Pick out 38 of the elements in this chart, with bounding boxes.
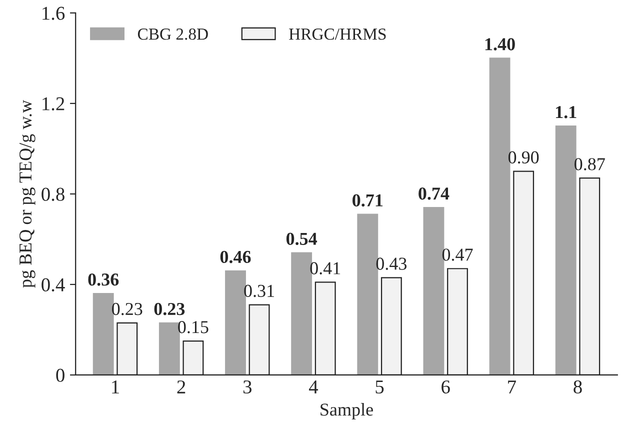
data-label: 0.36 <box>88 273 119 286</box>
data-label: 0.87 <box>574 158 605 170</box>
legend-label: HRGC/HRMS <box>289 28 386 40</box>
y-tick-label: 0.8 <box>42 188 64 201</box>
legend-label: CBG 2.8D <box>138 28 208 40</box>
data-label: 0.46 <box>220 250 251 264</box>
data-label: 0.31 <box>244 284 274 298</box>
data-label: 0.41 <box>310 262 340 274</box>
bar <box>225 270 246 375</box>
x-tick-label: 8 <box>574 380 582 394</box>
data-label: 0.15 <box>178 321 208 334</box>
bar <box>92 292 114 375</box>
data-label: 0.71 <box>352 194 383 207</box>
data-label: 0.54 <box>286 232 318 246</box>
bar <box>555 126 576 375</box>
x-tick-label: 4 <box>308 380 318 394</box>
x-tick-label: 6 <box>442 380 450 394</box>
y-tick-label: 0 <box>56 368 64 382</box>
y-tick-label: 0.4 <box>42 278 65 292</box>
data-label: 0.47 <box>442 248 473 261</box>
data-label: 0.23 <box>154 302 185 316</box>
bar <box>158 322 180 375</box>
bar <box>489 58 510 375</box>
y-tick-label: 1.2 <box>42 97 64 110</box>
data-label: 1.1 <box>556 106 576 118</box>
y-tick-label: 1.6 <box>42 6 65 20</box>
x-tick-label: 1 <box>112 380 119 394</box>
x-tick-label: 5 <box>376 380 384 394</box>
y-axis-title: pg BEQ or pg TEQ/g w.w <box>19 100 36 288</box>
data-label: 0.23 <box>112 302 142 316</box>
x-tick-label: 2 <box>177 380 186 394</box>
data-label: 0.90 <box>508 151 539 164</box>
data-label: 0.74 <box>418 188 450 200</box>
x-axis-title: Sample <box>320 403 373 420</box>
x-tick-label: 7 <box>508 380 516 394</box>
data-label: 0.43 <box>376 258 407 270</box>
x-tick-label: 3 <box>243 380 252 394</box>
data-label: 1.40 <box>485 38 515 50</box>
